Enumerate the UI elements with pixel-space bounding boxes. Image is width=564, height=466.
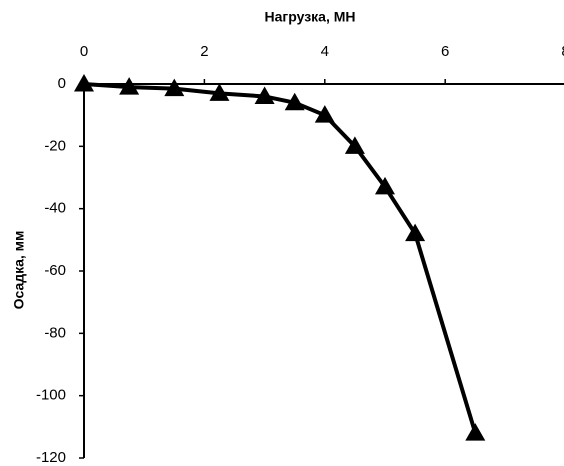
y-tick-label: -60 — [44, 262, 66, 279]
y-tick-label: -40 — [44, 200, 66, 217]
y-tick-label: -20 — [44, 137, 66, 154]
marker — [254, 86, 275, 104]
marker — [344, 136, 365, 154]
marker — [405, 223, 426, 242]
marker — [119, 77, 140, 95]
marker — [375, 176, 395, 195]
marker — [465, 423, 486, 441]
marker — [209, 83, 230, 101]
x-tick-label: 4 — [321, 43, 329, 60]
data-line — [83, 82, 478, 434]
x-tick-label: 8 — [561, 43, 564, 60]
x-tick-label: 0 — [80, 43, 88, 60]
y-axis-title: Осадка, мм — [11, 231, 27, 310]
y-tick-label: -120 — [36, 449, 66, 466]
marker — [314, 105, 335, 123]
x-tick-label: 6 — [441, 43, 449, 60]
x-axis-title: Нагрузка, МН — [265, 9, 356, 25]
marker — [284, 92, 305, 111]
y-tick-label: 0 — [58, 75, 66, 92]
y-tick-label: -100 — [36, 387, 66, 404]
x-tick-label: 2 — [200, 43, 208, 60]
marker — [74, 74, 94, 92]
marker — [164, 78, 185, 97]
y-tick-label: -80 — [44, 324, 66, 341]
